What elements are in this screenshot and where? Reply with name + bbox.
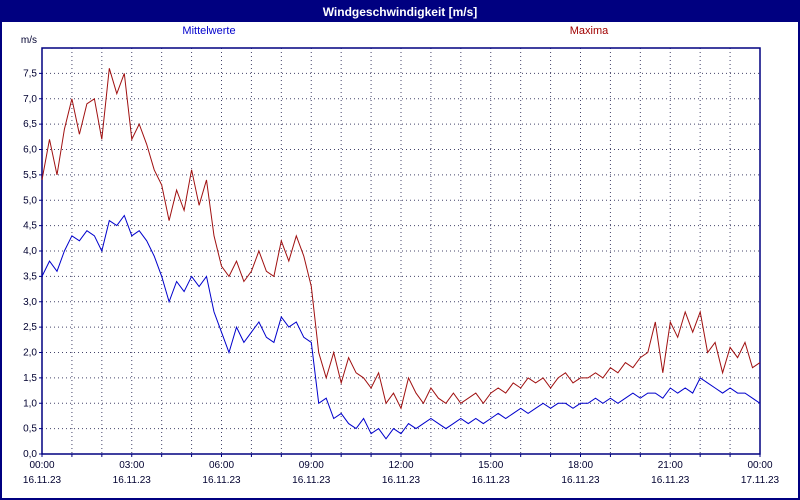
series-line-maxima (41, 68, 761, 410)
x-tick-time-label: 00:00 (29, 460, 54, 471)
x-tick-time-label: 00:00 (747, 460, 772, 471)
x-tick-time-label: 18:00 (568, 460, 593, 471)
x-tick-time-label: 06:00 (209, 460, 234, 471)
x-tick-time-label: 09:00 (299, 460, 324, 471)
y-axis-unit-label: m/s (21, 35, 37, 46)
x-tick-date-label: 17.11.23 (741, 475, 780, 486)
y-tick-label: 4,0 (23, 246, 37, 257)
x-tick-date-label: 16.11.23 (292, 475, 331, 486)
y-tick-label: 3,0 (23, 297, 37, 308)
x-tick-date-label: 16.11.23 (651, 475, 690, 486)
y-tick-label: 7,0 (23, 94, 37, 105)
y-tick-label: 2,0 (23, 348, 37, 359)
x-tick-date-label: 16.11.23 (23, 475, 62, 486)
x-tick-time-label: 21:00 (658, 460, 683, 471)
y-tick-label: 7,5 (23, 68, 37, 79)
x-tick-date-label: 16.11.23 (472, 475, 511, 486)
y-tick-label: 0,5 (23, 424, 37, 435)
y-tick-label: 6,5 (23, 119, 37, 130)
x-tick-time-label: 15:00 (478, 460, 503, 471)
y-tick-label: 3,5 (23, 271, 37, 282)
y-tick-label: 2,5 (23, 322, 37, 333)
series-line-mittelwerte (41, 214, 761, 440)
legend-mittelwerte-label: Mittelwerte (182, 25, 236, 37)
y-tick-label: 1,0 (23, 398, 37, 409)
y-tick-label: 5,5 (23, 170, 37, 181)
x-tick-time-label: 03:00 (119, 460, 144, 471)
y-tick-label: 1,5 (23, 373, 37, 384)
x-tick-date-label: 16.11.23 (382, 475, 421, 486)
legend-maxima-label: Maxima (569, 25, 609, 37)
x-tick-time-label: 12:00 (388, 460, 413, 471)
x-tick-date-label: 16.11.23 (202, 475, 241, 486)
y-tick-label: 4,5 (23, 221, 37, 232)
y-tick-label: 5,0 (23, 195, 37, 206)
x-tick-date-label: 16.11.23 (113, 475, 152, 486)
y-tick-label: 0,0 (23, 449, 37, 460)
y-tick-label: 6,0 (23, 145, 37, 156)
x-tick-date-label: 16.11.23 (561, 475, 600, 486)
window-title: Windgeschwindigkeit [m/s] (2, 2, 798, 22)
